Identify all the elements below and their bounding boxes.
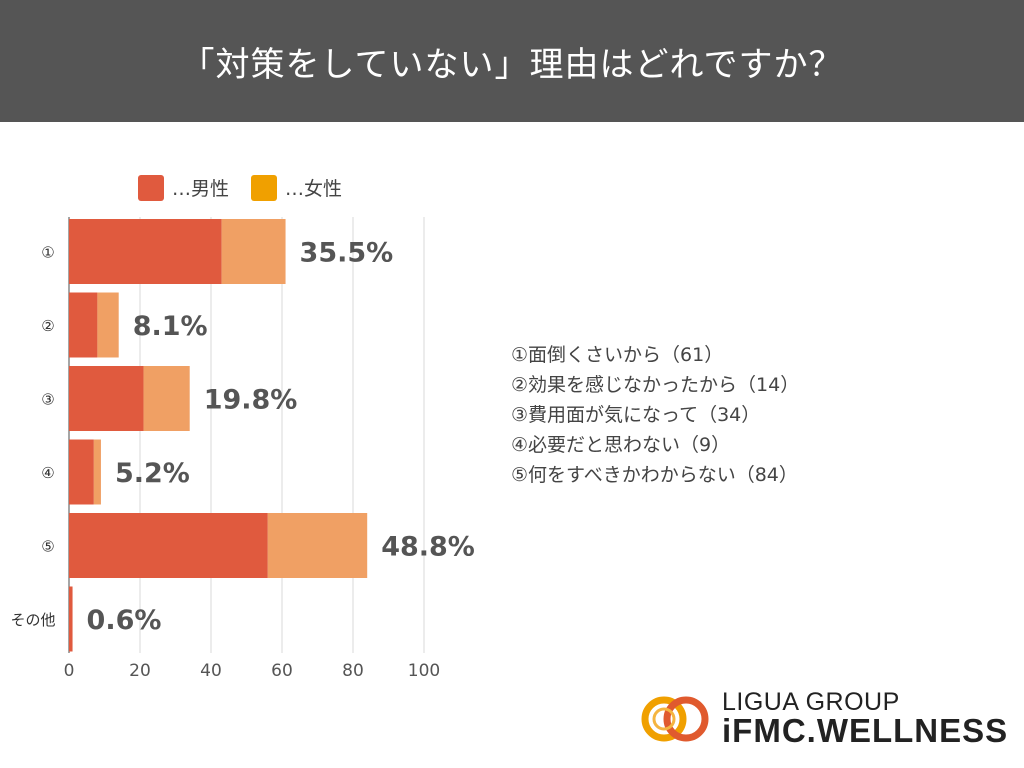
company-logo: LIGUA GROUP iFMC.WELLNESS [640,688,1010,749]
logo-line2: iFMC.WELLNESS [722,712,1009,749]
note-2: ②効果を感じなかったから（14） [511,374,800,396]
category-label: ③ [41,391,54,409]
legend-label-female: …女性 [285,178,343,200]
category-label: その他 [10,611,55,629]
x-tick-label: 0 [64,661,75,681]
note-5: ⑤何をすべきかわからない（84） [511,464,798,486]
logo-line1: LIGUA GROUP [722,688,900,716]
data-label: 48.8% [381,532,475,563]
data-label: 0.6% [87,605,162,636]
x-tick-label: 40 [200,661,222,681]
category-label: ① [41,244,54,262]
bar-male [69,586,73,652]
bar-male [69,219,222,284]
data-label: 8.1% [133,311,208,342]
page-title: 「対策をしていない」理由はどれですか？ [0,0,1024,122]
legend-item-female: …女性 [251,174,342,201]
category-label: ② [41,317,54,335]
bar-male [69,439,94,505]
bar-male [69,366,144,431]
data-label: 5.2% [115,458,190,489]
note-1: ①面倒くさいから（61） [511,344,724,366]
note-4: ④必要だと思わない（9） [511,434,731,456]
x-tick-label: 20 [129,661,151,681]
note-3: ③費用面が気になって（34） [511,404,761,426]
legend-swatch-male [138,174,164,201]
bar-female [97,292,119,358]
chart-legend: …男性 …女性 [138,174,364,201]
x-tick-label: 80 [342,661,364,681]
data-label: 19.8% [204,385,298,416]
rings-logo-icon [641,696,709,742]
legend-item-male: …男性 [138,174,229,201]
bar-female [267,513,368,578]
bar-female [93,439,101,505]
bar-male [69,292,98,358]
category-label: ④ [41,464,54,482]
legend-label-male: …男性 [172,178,230,200]
x-tick-label: 60 [271,661,293,681]
bar-female [221,219,286,284]
legend-swatch-female [251,174,278,201]
bar-female [143,366,190,431]
category-label: ⑤ [41,538,54,556]
data-label: 35.5% [300,238,394,269]
bar-male [69,513,268,578]
x-tick-label: 100 [408,661,440,681]
reason-notes: ①面倒くさいから（61） ②効果を感じなかったから（14） ③費用面が気になって… [511,340,799,490]
